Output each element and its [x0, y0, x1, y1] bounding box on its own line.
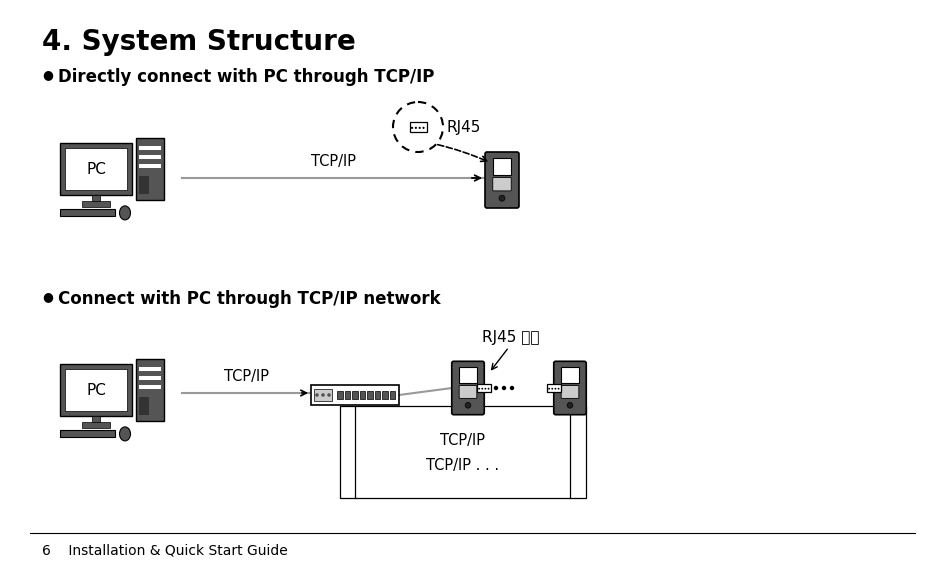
Bar [366, 391, 372, 399]
Circle shape [566, 402, 572, 408]
FancyBboxPatch shape [451, 361, 483, 415]
Ellipse shape [119, 206, 130, 220]
Bar [561, 367, 578, 383]
FancyBboxPatch shape [82, 422, 110, 429]
Circle shape [548, 388, 549, 389]
Circle shape [327, 393, 330, 397]
Circle shape [422, 127, 424, 129]
Circle shape [414, 127, 416, 129]
FancyBboxPatch shape [561, 385, 579, 398]
Bar [139, 155, 160, 159]
Text: 6    Installation & Quick Start Guide: 6 Installation & Quick Start Guide [42, 543, 287, 557]
Text: TCP/IP: TCP/IP [224, 369, 269, 384]
Bar [409, 122, 426, 132]
Bar [311, 385, 398, 405]
Bar [65, 369, 126, 411]
Circle shape [315, 393, 318, 397]
Text: RJ45: RJ45 [446, 119, 480, 135]
Bar [139, 397, 149, 415]
Circle shape [498, 195, 504, 201]
Circle shape [484, 388, 486, 389]
Bar [59, 209, 115, 217]
Bar [59, 144, 132, 195]
Bar [547, 384, 561, 392]
FancyBboxPatch shape [484, 152, 518, 208]
Bar [92, 416, 100, 422]
Bar [139, 385, 160, 389]
Text: Directly connect with PC through TCP/IP: Directly connect with PC through TCP/IP [58, 68, 434, 86]
Circle shape [550, 388, 552, 389]
Bar [477, 384, 491, 392]
Circle shape [554, 388, 556, 389]
Text: TCP/IP: TCP/IP [311, 154, 356, 169]
Bar [337, 391, 342, 399]
Bar [65, 149, 126, 190]
Text: PC: PC [86, 383, 106, 398]
Bar [139, 164, 160, 168]
Text: PC: PC [86, 162, 106, 177]
Text: 4. System Structure: 4. System Structure [42, 28, 355, 56]
Text: TCP/IP: TCP/IP [440, 434, 485, 448]
Text: Connect with PC through TCP/IP network: Connect with PC through TCP/IP network [58, 290, 440, 308]
Bar [59, 430, 115, 438]
Bar [139, 367, 160, 371]
Bar [136, 360, 164, 421]
Text: ●: ● [42, 290, 53, 303]
Bar [381, 391, 387, 399]
FancyBboxPatch shape [459, 385, 477, 398]
Bar [493, 158, 511, 175]
Text: TCP/IP . . .: TCP/IP . . . [426, 458, 499, 473]
Bar [389, 391, 395, 399]
FancyBboxPatch shape [82, 201, 110, 208]
Text: ●: ● [42, 68, 53, 81]
Bar [351, 391, 357, 399]
FancyBboxPatch shape [492, 177, 511, 191]
Ellipse shape [119, 427, 130, 441]
Circle shape [487, 388, 489, 389]
Bar [459, 367, 476, 383]
Circle shape [411, 127, 413, 129]
Bar [313, 389, 331, 401]
Bar [139, 376, 160, 380]
Bar [59, 365, 132, 416]
FancyBboxPatch shape [553, 361, 585, 415]
Circle shape [501, 386, 506, 390]
Circle shape [418, 127, 420, 129]
Text: RJ45 接口: RJ45 接口 [481, 330, 539, 345]
Bar [374, 391, 379, 399]
Circle shape [509, 386, 514, 390]
Bar [345, 391, 349, 399]
Bar [136, 139, 164, 200]
Bar [359, 391, 364, 399]
Circle shape [464, 402, 470, 408]
Bar [340, 406, 585, 498]
Bar [139, 176, 149, 195]
Circle shape [557, 388, 559, 389]
Bar [139, 146, 160, 150]
Bar [92, 195, 100, 201]
Circle shape [494, 386, 497, 390]
Circle shape [321, 393, 325, 397]
Circle shape [478, 388, 480, 389]
Circle shape [480, 388, 482, 389]
